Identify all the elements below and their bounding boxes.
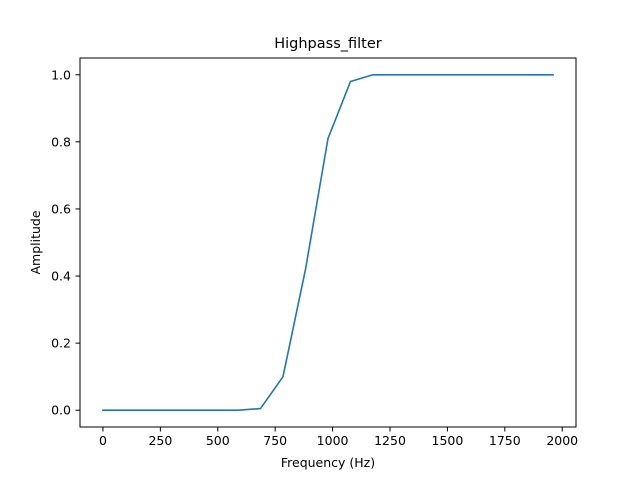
x-tick-label: 1750 [489,433,521,448]
y-axis-label: Amplitude [28,210,43,274]
x-tick-label: 750 [263,433,287,448]
x-tick-label: 500 [206,433,230,448]
x-tick-label: 1500 [432,433,464,448]
y-tick-label: 0.4 [51,269,71,284]
y-tick-label: 1.0 [51,67,71,82]
y-tick-label: 0.6 [51,201,71,216]
x-tick-label: 0 [99,433,107,448]
plot-area: 0 250 500 750 1000 1250 1500 1750 2000 0.0 0.2 0.4 0… [51,67,578,448]
y-tick-label: 0.2 [51,336,71,351]
y-tick-label: 0.0 [51,403,71,418]
x-tick-label: 1250 [374,433,406,448]
x-tick-label: 2000 [546,433,578,448]
y-tick-label: 0.8 [51,134,71,149]
x-tick-label: 1000 [317,433,349,448]
x-tick-label: 250 [148,433,172,448]
axes-frame [79,57,577,428]
x-axis-label: Frequency (Hz) [281,455,375,470]
series-line [102,73,554,412]
chart-title: Highpass_filter [274,36,382,52]
